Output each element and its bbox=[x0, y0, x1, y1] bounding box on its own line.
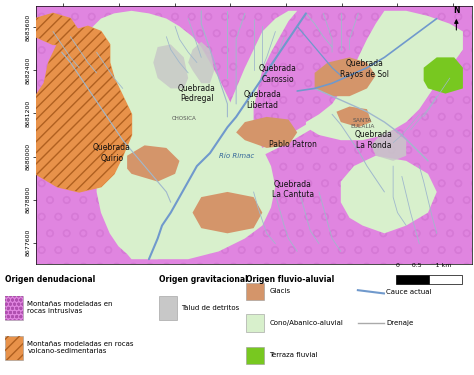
Polygon shape bbox=[306, 11, 463, 140]
Text: Quebrada
Quirio: Quebrada Quirio bbox=[93, 143, 131, 163]
Text: Montañas modeladas en rocas
volcano-sedimentarias: Montañas modeladas en rocas volcano-sedi… bbox=[27, 341, 134, 354]
Polygon shape bbox=[315, 57, 376, 96]
FancyBboxPatch shape bbox=[246, 347, 264, 364]
FancyBboxPatch shape bbox=[429, 275, 462, 284]
Text: Terraza fluvial: Terraza fluvial bbox=[269, 352, 318, 358]
FancyBboxPatch shape bbox=[5, 296, 23, 320]
Text: Cono/Abanico-aluvial: Cono/Abanico-aluvial bbox=[269, 320, 343, 326]
Polygon shape bbox=[127, 146, 180, 182]
Text: Quebrada
Pedregal: Quebrada Pedregal bbox=[178, 84, 216, 103]
Text: Origen gravitacional: Origen gravitacional bbox=[159, 275, 247, 284]
Polygon shape bbox=[341, 156, 437, 233]
Polygon shape bbox=[236, 117, 297, 148]
Text: Drenaje: Drenaje bbox=[386, 320, 413, 326]
Text: Pablo Patron: Pablo Patron bbox=[269, 140, 317, 148]
Polygon shape bbox=[188, 42, 214, 83]
FancyBboxPatch shape bbox=[246, 314, 264, 332]
Text: Origen denudacional: Origen denudacional bbox=[5, 275, 95, 284]
Polygon shape bbox=[337, 106, 371, 127]
FancyBboxPatch shape bbox=[396, 275, 429, 284]
Text: Quebrada
Carossio: Quebrada Carossio bbox=[259, 64, 297, 84]
Text: SANTA
EULALIA: SANTA EULALIA bbox=[350, 118, 375, 129]
Text: Glacis: Glacis bbox=[269, 288, 291, 294]
Text: Quebrada
La Cantuta: Quebrada La Cantuta bbox=[272, 180, 314, 199]
Text: Cauce actual: Cauce actual bbox=[386, 289, 432, 295]
FancyBboxPatch shape bbox=[246, 283, 264, 300]
Text: Quebrada
Rayos de Sol: Quebrada Rayos de Sol bbox=[340, 59, 389, 79]
Text: CHOSICA: CHOSICA bbox=[172, 116, 196, 121]
Polygon shape bbox=[36, 26, 131, 192]
Polygon shape bbox=[192, 192, 262, 233]
FancyBboxPatch shape bbox=[5, 336, 23, 360]
Text: Origen fluvio-aluvial: Origen fluvio-aluvial bbox=[246, 275, 335, 284]
Text: Quebrada
Libertad: Quebrada Libertad bbox=[243, 90, 281, 110]
Polygon shape bbox=[424, 57, 463, 94]
Polygon shape bbox=[236, 122, 310, 164]
Polygon shape bbox=[79, 11, 240, 259]
Text: Río Rimac: Río Rimac bbox=[219, 153, 254, 159]
Text: 0      0.5       1 km: 0 0.5 1 km bbox=[396, 263, 452, 268]
Text: Talud de detritos: Talud de detritos bbox=[182, 304, 240, 310]
Text: Montañas modeladas en
rocas intrusivas: Montañas modeladas en rocas intrusivas bbox=[27, 301, 113, 314]
Text: Quebrada
La Ronda: Quebrada La Ronda bbox=[355, 130, 392, 150]
FancyBboxPatch shape bbox=[159, 296, 177, 320]
Polygon shape bbox=[153, 45, 188, 88]
Polygon shape bbox=[371, 130, 406, 161]
Text: N: N bbox=[453, 6, 460, 15]
Polygon shape bbox=[36, 13, 79, 45]
Polygon shape bbox=[149, 11, 297, 259]
